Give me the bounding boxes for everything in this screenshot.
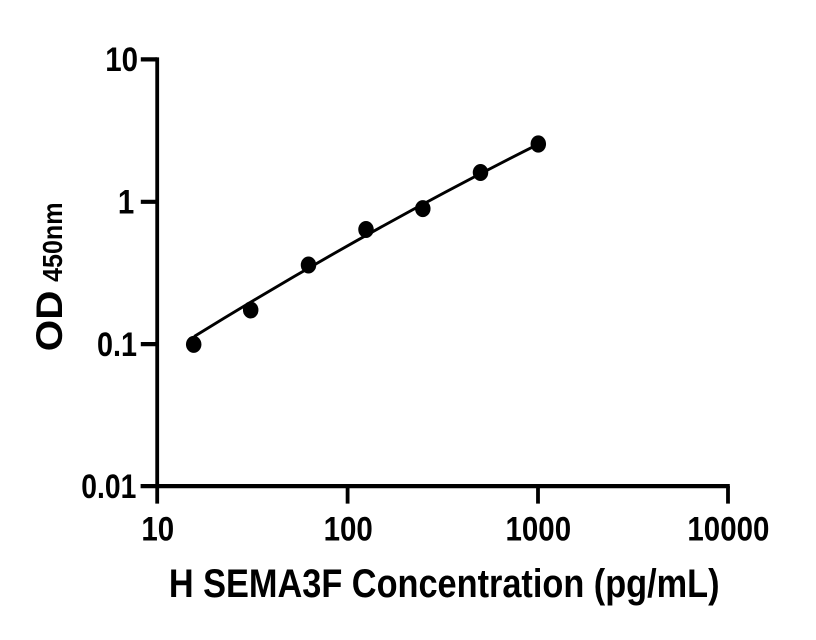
svg-text:0.01: 0.01 [81, 468, 136, 506]
svg-text:H SEMA3F Concentration (pg/mL): H SEMA3F Concentration (pg/mL) [169, 562, 720, 606]
svg-text:10: 10 [105, 41, 138, 79]
svg-text:1000: 1000 [506, 510, 572, 548]
svg-text:10000: 10000 [687, 510, 769, 548]
svg-text:0.1: 0.1 [97, 326, 137, 364]
svg-text:10: 10 [141, 510, 174, 548]
svg-text:OD: OD [29, 290, 70, 351]
svg-text:450nm: 450nm [38, 203, 69, 282]
svg-text:100: 100 [324, 510, 373, 548]
svg-text:1: 1 [118, 184, 134, 222]
